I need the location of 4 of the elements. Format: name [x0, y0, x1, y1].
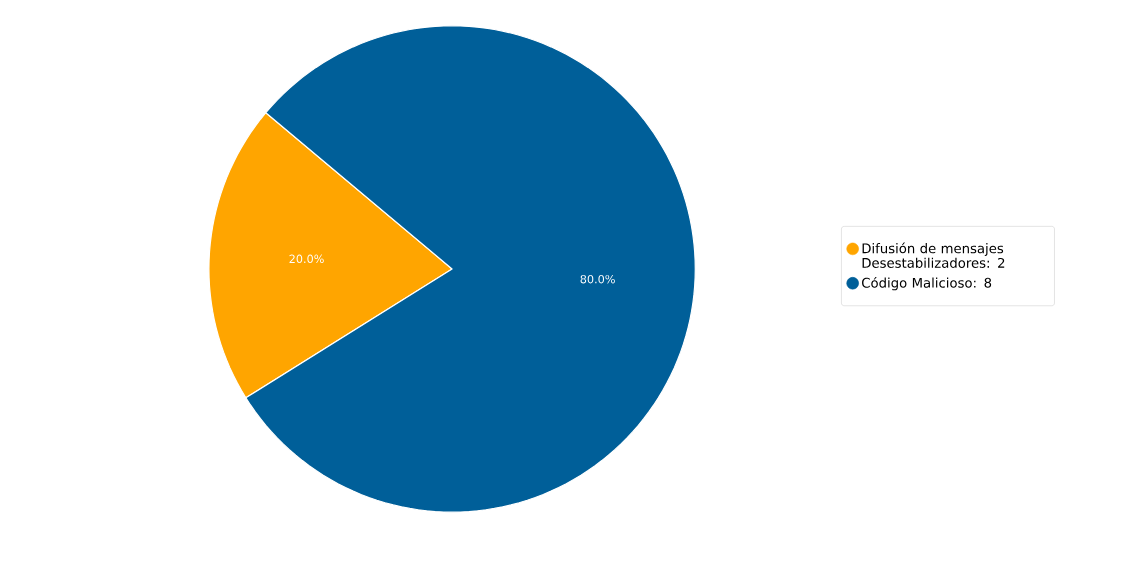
legend-label: Difusión de mensajes Desestabilizadores: 2: [862, 242, 1005, 269]
data-label: 80.0%: [580, 275, 615, 284]
legend-label: Código Malicioso: 8: [862, 277, 992, 291]
data-label: 20.0%: [289, 254, 324, 264]
